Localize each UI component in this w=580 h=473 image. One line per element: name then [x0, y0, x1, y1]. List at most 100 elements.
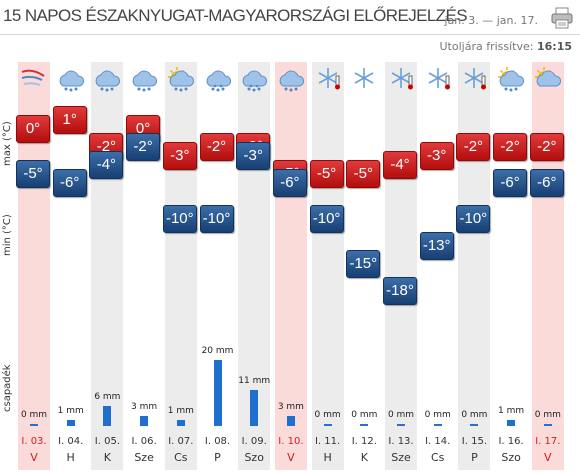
weekday-label: Szo [501, 451, 521, 464]
precip-bar[interactable] [470, 424, 479, 426]
cloud-snow-icon[interactable] [91, 64, 123, 92]
precip-label: 1 mm [498, 406, 525, 416]
precip-bar[interactable] [66, 420, 75, 426]
min-temp-badge[interactable]: -6° [493, 169, 528, 197]
precip-bar[interactable] [543, 424, 552, 426]
axis-label-precip: csapadék [2, 364, 13, 412]
max-temp-badge[interactable]: 1° [52, 106, 87, 134]
precip-label: 0 mm [461, 410, 488, 420]
min-temp-badge[interactable]: -10° [199, 205, 234, 233]
precip-bar[interactable] [213, 360, 222, 426]
weekday-label: P [471, 451, 478, 464]
snowflake-icon[interactable] [348, 64, 380, 92]
date-label: I. 11. [314, 436, 341, 447]
header: 15 napos északnyugat-magyarországi előre… [0, 0, 580, 60]
precip-bar[interactable] [286, 416, 295, 426]
page-title: 15 napos északnyugat-magyarországi előre… [3, 6, 468, 25]
precip-bar[interactable] [103, 406, 112, 426]
day-column[interactable]: 0° -2° 3 mm I. 06. Sze [126, 62, 161, 470]
precip-bar[interactable] [507, 420, 516, 426]
max-temp-badge[interactable]: -2° [199, 133, 234, 161]
weekday-label: H [323, 451, 332, 464]
cold-flake-icon[interactable] [312, 64, 344, 92]
precip-bar[interactable] [433, 424, 442, 426]
updated-time: 16:15 [536, 40, 572, 53]
sun-cloud-snow-icon[interactable] [495, 64, 527, 92]
wind-snow-icon[interactable] [18, 64, 50, 92]
cloud-snow-icon[interactable] [55, 64, 87, 92]
min-temp-badge[interactable]: -15° [346, 250, 381, 278]
precip-label: 0 mm [534, 410, 561, 420]
precip-label: 0 mm [314, 410, 341, 420]
min-temp-badge[interactable]: -10° [456, 205, 491, 233]
day-column[interactable]: -3° -10° 1 mm I. 07. Cs [162, 62, 197, 470]
cold-flake-icon[interactable] [458, 64, 490, 92]
min-temp-badge[interactable]: -10° [162, 205, 197, 233]
cold-flake-icon[interactable] [422, 64, 454, 92]
precip-label: 6 mm [94, 392, 121, 403]
cloud-snow-icon[interactable] [128, 64, 160, 92]
precip-bar[interactable] [250, 389, 259, 426]
date-label: I. 17. [535, 436, 561, 447]
day-column[interactable]: 1° -6° 1 mm I. 04. H [52, 62, 87, 470]
max-temp-badge[interactable]: -2° [493, 133, 528, 161]
sun-cloud-snow-icon[interactable] [165, 64, 197, 92]
min-temp-badge[interactable]: -6° [529, 169, 564, 197]
weekday-label: K [103, 451, 111, 464]
heavy-snow-icon[interactable] [202, 64, 234, 92]
precip-label: 0 mm [424, 410, 451, 420]
precip-label: 0 mm [20, 410, 48, 420]
max-temp-badge[interactable]: -5° [346, 160, 381, 188]
precip-bar[interactable] [140, 416, 149, 426]
min-temp-badge[interactable]: -6° [52, 169, 87, 197]
min-temp-badge[interactable]: -3° [236, 142, 271, 170]
date-label: I. 14. [425, 436, 451, 447]
sun-cloud-icon[interactable] [532, 64, 564, 92]
min-temp-badge[interactable]: -6° [272, 169, 307, 197]
day-column[interactable]: -2°-3°11 mmI. 09.Szo [236, 62, 271, 470]
precip-bar[interactable] [360, 424, 369, 426]
date-label: I. 10. [278, 436, 304, 447]
max-temp-badge[interactable]: -3° [419, 142, 454, 170]
weekday-label: K [360, 451, 368, 464]
max-temp-badge[interactable]: -4° [383, 151, 417, 179]
date-range: jan. 3. — jan. 17. [444, 14, 538, 27]
max-temp-badge[interactable]: -2° [456, 133, 491, 161]
precip-bar[interactable] [323, 424, 332, 426]
axis-label-min: min (°C) [2, 214, 13, 256]
date-label: I. 06. [131, 436, 157, 447]
min-temp-badge[interactable]: -18° [383, 277, 417, 305]
day-column[interactable]: -2° -6° 0 mm I. 17. V [529, 62, 564, 470]
min-temp-badge[interactable]: -10° [309, 205, 344, 233]
print-icon[interactable] [550, 6, 574, 30]
precip-bar[interactable] [30, 424, 38, 426]
weekday-label: Sze [391, 451, 411, 464]
min-temp-badge[interactable]: -13° [419, 232, 454, 260]
day-column[interactable]: -2° -6° 1 mm I. 16. Szo [493, 62, 528, 470]
min-temp-badge[interactable]: -4° [89, 151, 124, 179]
day-column[interactable]: -5° -15° 0 mm I. 12. K [346, 62, 381, 470]
day-column[interactable]: -5°-6°3 mmI. 10.V [272, 62, 307, 470]
day-column[interactable]: 0° -5° 0 mm I. 03. V [16, 62, 50, 470]
max-temp-badge[interactable]: -5° [309, 160, 344, 188]
day-column[interactable]: -3° -13° 0 mm I. 14. Cs [419, 62, 454, 470]
precip-bar[interactable] [176, 420, 185, 426]
day-column[interactable]: -2° -4° 6 mm I. 05. K [89, 62, 124, 470]
forecast-grid: 0° -5° 0 mm I. 03. V 1° -6° 1 mm I. 04. H -2° -4° 6 … [16, 62, 576, 473]
max-temp-badge[interactable]: 0° [16, 115, 50, 143]
day-column[interactable]: -4° -18° 0 mm I. 13. Sze [383, 62, 417, 470]
date-label: I. 04. [58, 436, 84, 447]
max-temp-badge[interactable]: -2° [529, 133, 564, 161]
day-column[interactable]: -2° -10° 0 mm I. 15. P [456, 62, 491, 470]
cloud-snow-icon[interactable] [275, 64, 307, 92]
heavy-snow-icon[interactable] [238, 64, 270, 92]
day-column[interactable]: -2° -10° 20 mm I. 08. P [199, 62, 234, 470]
precip-bar[interactable] [397, 424, 405, 426]
day-column[interactable]: -5° -10° 0 mm I. 11. H [309, 62, 344, 470]
weekday-label: V [544, 451, 552, 464]
max-temp-badge[interactable]: -3° [162, 142, 197, 170]
min-temp-badge[interactable]: -2° [126, 133, 161, 161]
cold-flake-icon[interactable] [385, 64, 417, 92]
date-label: I. 09. [241, 436, 267, 447]
min-temp-badge[interactable]: -5° [16, 160, 50, 188]
